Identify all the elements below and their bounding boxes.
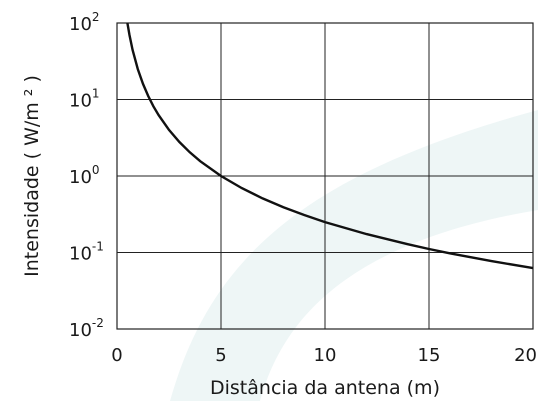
x-tick-labels: 0 5 10 15 20 xyxy=(111,345,537,366)
x-tick-label: 10 xyxy=(314,345,337,366)
y-tick-label: 10-2 xyxy=(69,316,104,341)
y-tick-label: 10-1 xyxy=(69,240,104,265)
x-tick-label: 0 xyxy=(111,345,122,366)
watermark-swoosh xyxy=(170,110,538,401)
x-axis-title: Distância da antena (m) xyxy=(210,377,440,399)
plot-frame xyxy=(116,22,534,330)
y-tick-label: 100 xyxy=(69,163,100,188)
y-tick-label: 102 xyxy=(69,10,100,35)
y-axis-title: Intensidade ( W/m ² ) xyxy=(21,75,43,277)
series-line xyxy=(126,22,534,270)
y-tick-label: 101 xyxy=(69,87,100,112)
x-tick-label: 15 xyxy=(418,345,441,366)
grid-lines xyxy=(117,23,533,329)
x-tick-label: 5 xyxy=(215,345,226,366)
y-tick-labels: 102 101 100 10-1 10-2 xyxy=(69,10,104,341)
x-tick-label: 20 xyxy=(514,345,537,366)
